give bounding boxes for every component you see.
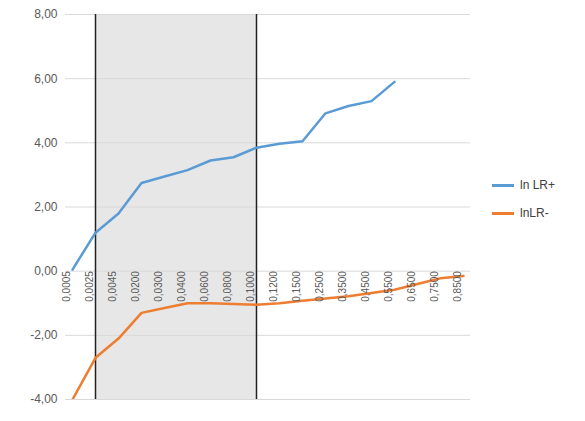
svg-text:0,00: 0,00 <box>34 264 58 278</box>
svg-text:0,6500: 0,6500 <box>406 271 417 302</box>
svg-text:0,0200: 0,0200 <box>130 271 141 302</box>
svg-text:6,00: 6,00 <box>34 72 58 86</box>
html-text:lnLR-: lnLR- <box>520 206 549 220</box>
svg-text:0,4500: 0,4500 <box>360 271 371 302</box>
svg-text:0,1200: 0,1200 <box>268 271 279 302</box>
svg-text:0,2500: 0,2500 <box>314 271 325 302</box>
svg-text:2,00: 2,00 <box>34 200 58 214</box>
svg-text:0,0045: 0,0045 <box>107 271 118 302</box>
svg-text:8,00: 8,00 <box>34 7 58 21</box>
svg-text:0,1000: 0,1000 <box>245 271 256 302</box>
svg-text:0,3500: 0,3500 <box>337 271 348 302</box>
svg-text:-2,00: -2,00 <box>30 328 58 342</box>
svg-text:4,00: 4,00 <box>34 136 58 150</box>
svg-text:0,0800: 0,0800 <box>222 271 233 302</box>
svg-text:0,8500: 0,8500 <box>452 271 463 302</box>
svg-text:0,5500: 0,5500 <box>383 271 394 302</box>
svg-text:0,7500: 0,7500 <box>429 271 440 302</box>
svg-text:0,0005: 0,0005 <box>61 271 72 302</box>
svg-text:0,0300: 0,0300 <box>153 271 164 302</box>
html-text:ln LR+: ln LR+ <box>520 178 555 192</box>
svg-text:0,0025: 0,0025 <box>84 271 95 302</box>
svg-text:0,0600: 0,0600 <box>199 271 210 302</box>
svg-text:0,1500: 0,1500 <box>291 271 302 302</box>
svg-text:-4,00: -4,00 <box>30 392 58 406</box>
svg-text:0,0400: 0,0400 <box>176 271 187 302</box>
